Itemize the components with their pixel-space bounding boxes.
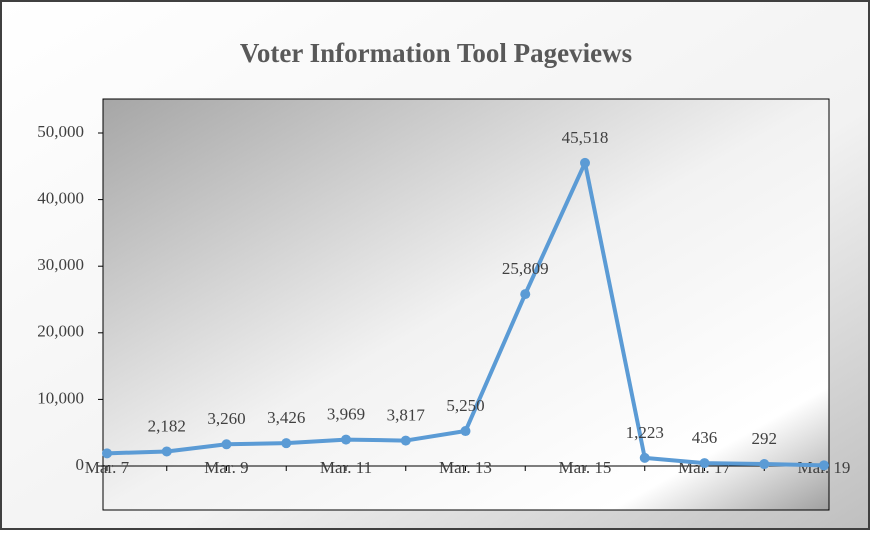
y-tick-label: 10,000	[37, 388, 84, 407]
point	[580, 157, 590, 168]
data-label: 45,518	[562, 128, 609, 147]
chart-title: Voter Information Tool Pageviews	[240, 38, 632, 68]
x-tick-label: Mar. 9	[204, 458, 248, 477]
point	[281, 438, 292, 449]
x-tick-label: Mar. 7	[85, 458, 130, 477]
point	[221, 439, 232, 450]
data-label: 2,182	[148, 416, 186, 435]
point	[460, 426, 471, 437]
data-label: 5,250	[446, 396, 484, 415]
x-tick-label: Mar. 11	[320, 458, 372, 477]
y-tick-label: 40,000	[37, 189, 84, 208]
point	[161, 446, 172, 457]
data-label: 436	[692, 428, 718, 447]
plot-area	[102, 98, 830, 511]
data-label: 3,969	[327, 404, 365, 423]
x-tick-label: Mar. 15	[559, 458, 612, 477]
point	[341, 434, 351, 445]
point	[102, 448, 112, 459]
x-tick-label: Mar. 13	[439, 458, 492, 477]
point	[819, 460, 829, 471]
point	[759, 459, 770, 470]
y-tick-label: 20,000	[37, 322, 84, 341]
data-label: 3,426	[267, 408, 305, 427]
data-label: 292	[752, 429, 778, 448]
data-label: 1,223	[626, 423, 664, 442]
point	[520, 289, 531, 300]
y-tick-label: 50,000	[37, 122, 84, 141]
y-tick-label: 30,000	[37, 255, 84, 274]
data-label: 25,809	[502, 259, 549, 278]
data-label: 3,817	[387, 405, 426, 424]
point	[639, 452, 650, 463]
data-label: 3,260	[207, 409, 245, 428]
point	[400, 435, 411, 446]
y-tick-label: 0	[76, 455, 85, 474]
point	[699, 458, 710, 469]
